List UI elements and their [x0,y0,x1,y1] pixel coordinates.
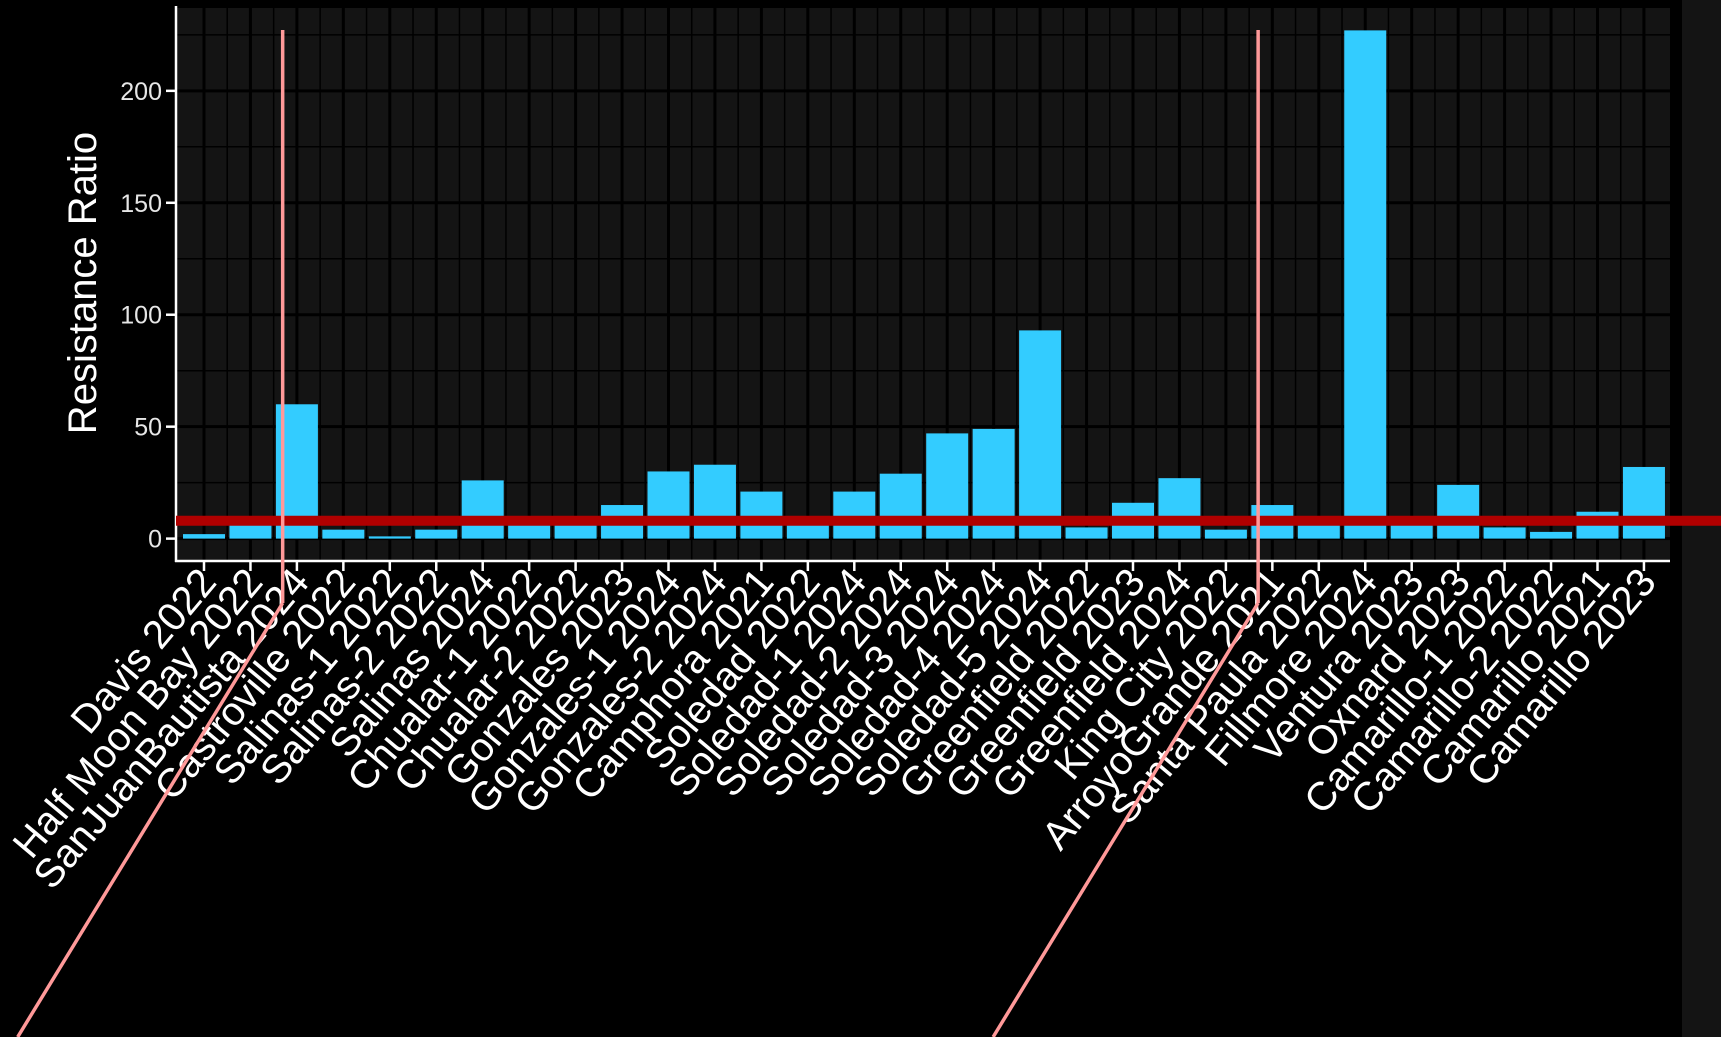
y-tick-label: 150 [120,190,162,218]
bar [833,491,876,539]
bar [1437,484,1480,539]
plot-panel [176,8,1670,561]
bar [368,536,411,539]
bar [879,473,922,539]
bar [1065,527,1108,539]
y-tick-label: 100 [120,302,162,330]
y-tick-label: 200 [120,78,162,106]
y-axis-label: Resistance Ratio [61,132,105,434]
bar [1158,478,1201,539]
bar [229,525,272,539]
bar [786,522,829,539]
bar [1622,466,1665,539]
y-tick-label: 50 [134,414,162,442]
bar [693,464,736,539]
bar [647,471,690,539]
reference-vline-diagonal [16,602,285,1037]
bar [1483,527,1526,539]
bar [322,529,365,539]
reference-vline-diagonal [991,602,1260,1037]
bar [554,525,597,539]
bar [461,480,504,539]
bar [740,491,783,539]
bar [415,529,458,539]
bar [1530,531,1573,539]
bar [1390,525,1433,539]
y-tick-label: 0 [148,526,162,554]
axes [174,6,1670,563]
bar [1204,529,1247,539]
bar [1344,30,1387,539]
bar [1019,330,1062,539]
y-axis-ticks: 0 50 100 150 200 [120,78,176,554]
gridlines [176,8,1670,561]
bar [508,525,551,539]
reference-lines [16,30,1721,1037]
bar [1297,525,1340,539]
bar [183,534,225,539]
